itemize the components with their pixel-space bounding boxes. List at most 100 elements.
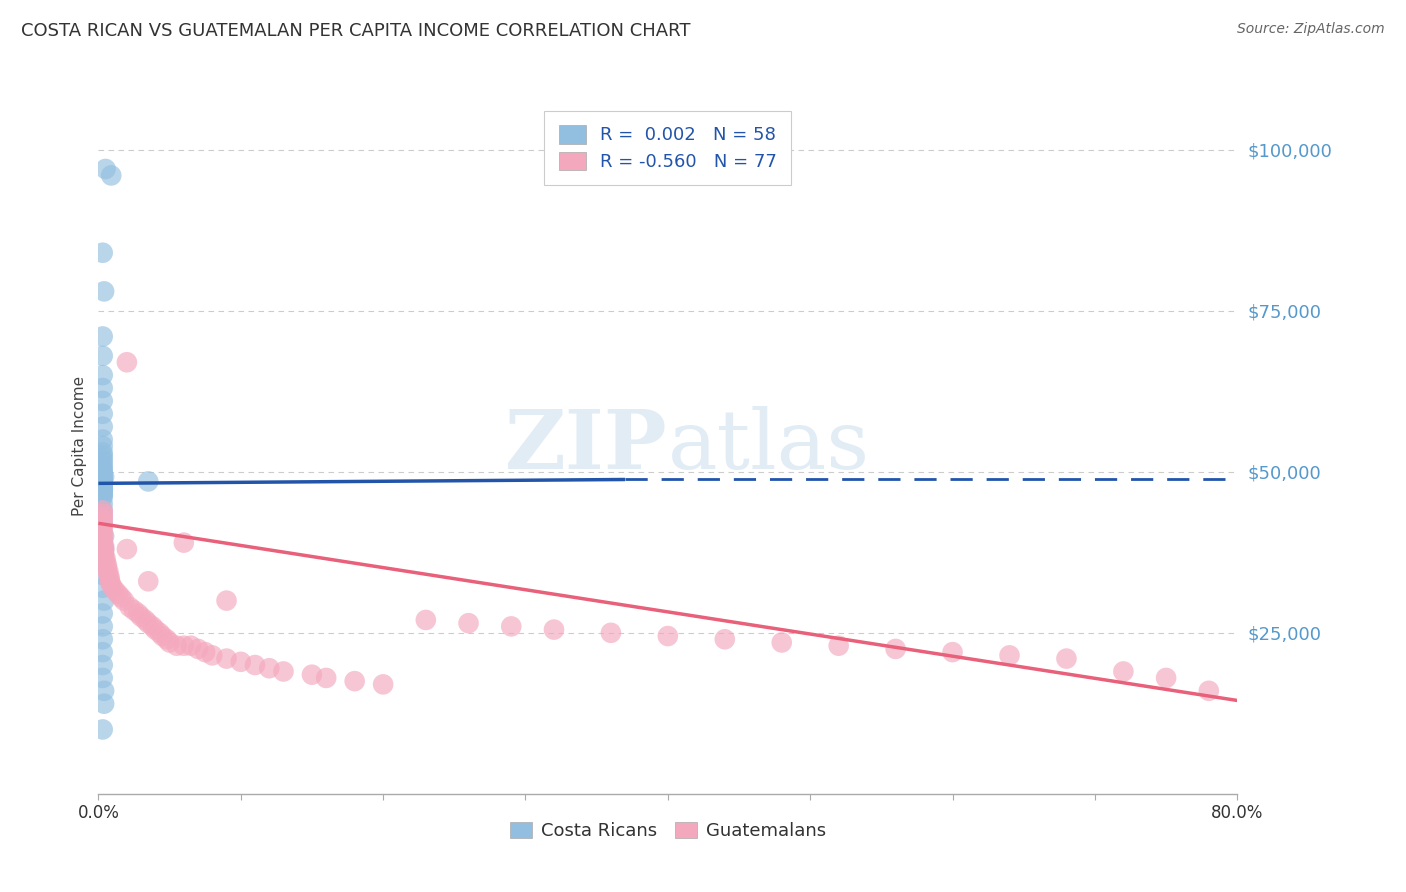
- Point: [91, 507, 114, 521]
- Point: [91, 555, 114, 569]
- Point: [91, 723, 114, 737]
- Point: [828, 639, 851, 653]
- Point: [91, 483, 114, 497]
- Point: [115, 542, 138, 557]
- Point: [97, 567, 120, 582]
- Point: [457, 616, 479, 631]
- Point: [91, 474, 114, 488]
- Legend: Costa Ricans, Guatemalans: Costa Ricans, Guatemalans: [503, 814, 832, 847]
- Y-axis label: Per Capita Income: Per Capita Income: [72, 376, 87, 516]
- Point: [141, 619, 163, 633]
- Point: [91, 567, 114, 582]
- Point: [91, 671, 114, 685]
- Point: [91, 519, 114, 533]
- Point: [98, 571, 121, 585]
- Point: [91, 466, 114, 480]
- Point: [194, 645, 217, 659]
- Point: [93, 545, 115, 559]
- Point: [97, 565, 120, 579]
- Point: [91, 433, 114, 447]
- Point: [104, 583, 127, 598]
- Point: [998, 648, 1021, 663]
- Point: [134, 613, 156, 627]
- Point: [91, 525, 114, 540]
- Point: [94, 161, 117, 176]
- Point: [91, 658, 114, 673]
- Point: [91, 473, 114, 487]
- Point: [110, 591, 132, 605]
- Point: [127, 607, 149, 621]
- Point: [100, 577, 122, 591]
- Point: [100, 169, 122, 183]
- Text: Source: ZipAtlas.com: Source: ZipAtlas.com: [1237, 22, 1385, 37]
- Point: [101, 581, 124, 595]
- Point: [93, 542, 115, 557]
- Point: [93, 539, 115, 553]
- Point: [315, 671, 337, 685]
- Text: atlas: atlas: [668, 406, 870, 486]
- Point: [93, 593, 115, 607]
- Point: [91, 645, 114, 659]
- Point: [112, 593, 135, 607]
- Point: [91, 476, 114, 491]
- Point: [229, 655, 252, 669]
- Point: [1154, 671, 1177, 685]
- Point: [118, 600, 141, 615]
- Point: [107, 587, 129, 601]
- Point: [149, 625, 172, 640]
- Point: [91, 407, 114, 421]
- Point: [173, 639, 195, 653]
- Point: [94, 555, 117, 569]
- Point: [201, 648, 224, 663]
- Point: [1112, 665, 1135, 679]
- Point: [166, 639, 188, 653]
- Point: [173, 535, 195, 549]
- Point: [91, 451, 114, 466]
- Point: [93, 549, 115, 563]
- Point: [93, 470, 115, 484]
- Point: [657, 629, 679, 643]
- Point: [884, 642, 907, 657]
- Point: [215, 593, 238, 607]
- Point: [373, 677, 395, 691]
- Point: [91, 484, 114, 499]
- Point: [91, 491, 114, 505]
- Point: [301, 667, 323, 681]
- Point: [91, 516, 114, 531]
- Point: [91, 479, 114, 493]
- Point: [159, 635, 181, 649]
- Point: [91, 497, 114, 511]
- Point: [91, 349, 114, 363]
- Point: [91, 503, 114, 517]
- Point: [243, 658, 266, 673]
- Point: [91, 329, 114, 343]
- Point: [91, 509, 114, 524]
- Point: [91, 632, 114, 647]
- Point: [1056, 651, 1078, 665]
- Point: [91, 475, 114, 489]
- Point: [91, 245, 114, 260]
- Point: [91, 619, 114, 633]
- Point: [93, 529, 115, 543]
- Point: [129, 609, 152, 624]
- Text: ZIP: ZIP: [505, 406, 668, 486]
- Point: [122, 603, 145, 617]
- Point: [91, 467, 114, 482]
- Point: [91, 535, 114, 549]
- Point: [91, 529, 114, 543]
- Point: [145, 623, 167, 637]
- Point: [91, 439, 114, 453]
- Point: [136, 574, 159, 589]
- Point: [343, 674, 366, 689]
- Point: [91, 488, 114, 502]
- Point: [91, 458, 114, 473]
- Point: [501, 619, 523, 633]
- Point: [187, 642, 209, 657]
- Point: [91, 477, 114, 491]
- Point: [96, 561, 118, 575]
- Point: [98, 574, 121, 589]
- Point: [136, 616, 159, 631]
- Point: [115, 355, 138, 369]
- Point: [415, 613, 437, 627]
- Point: [600, 625, 623, 640]
